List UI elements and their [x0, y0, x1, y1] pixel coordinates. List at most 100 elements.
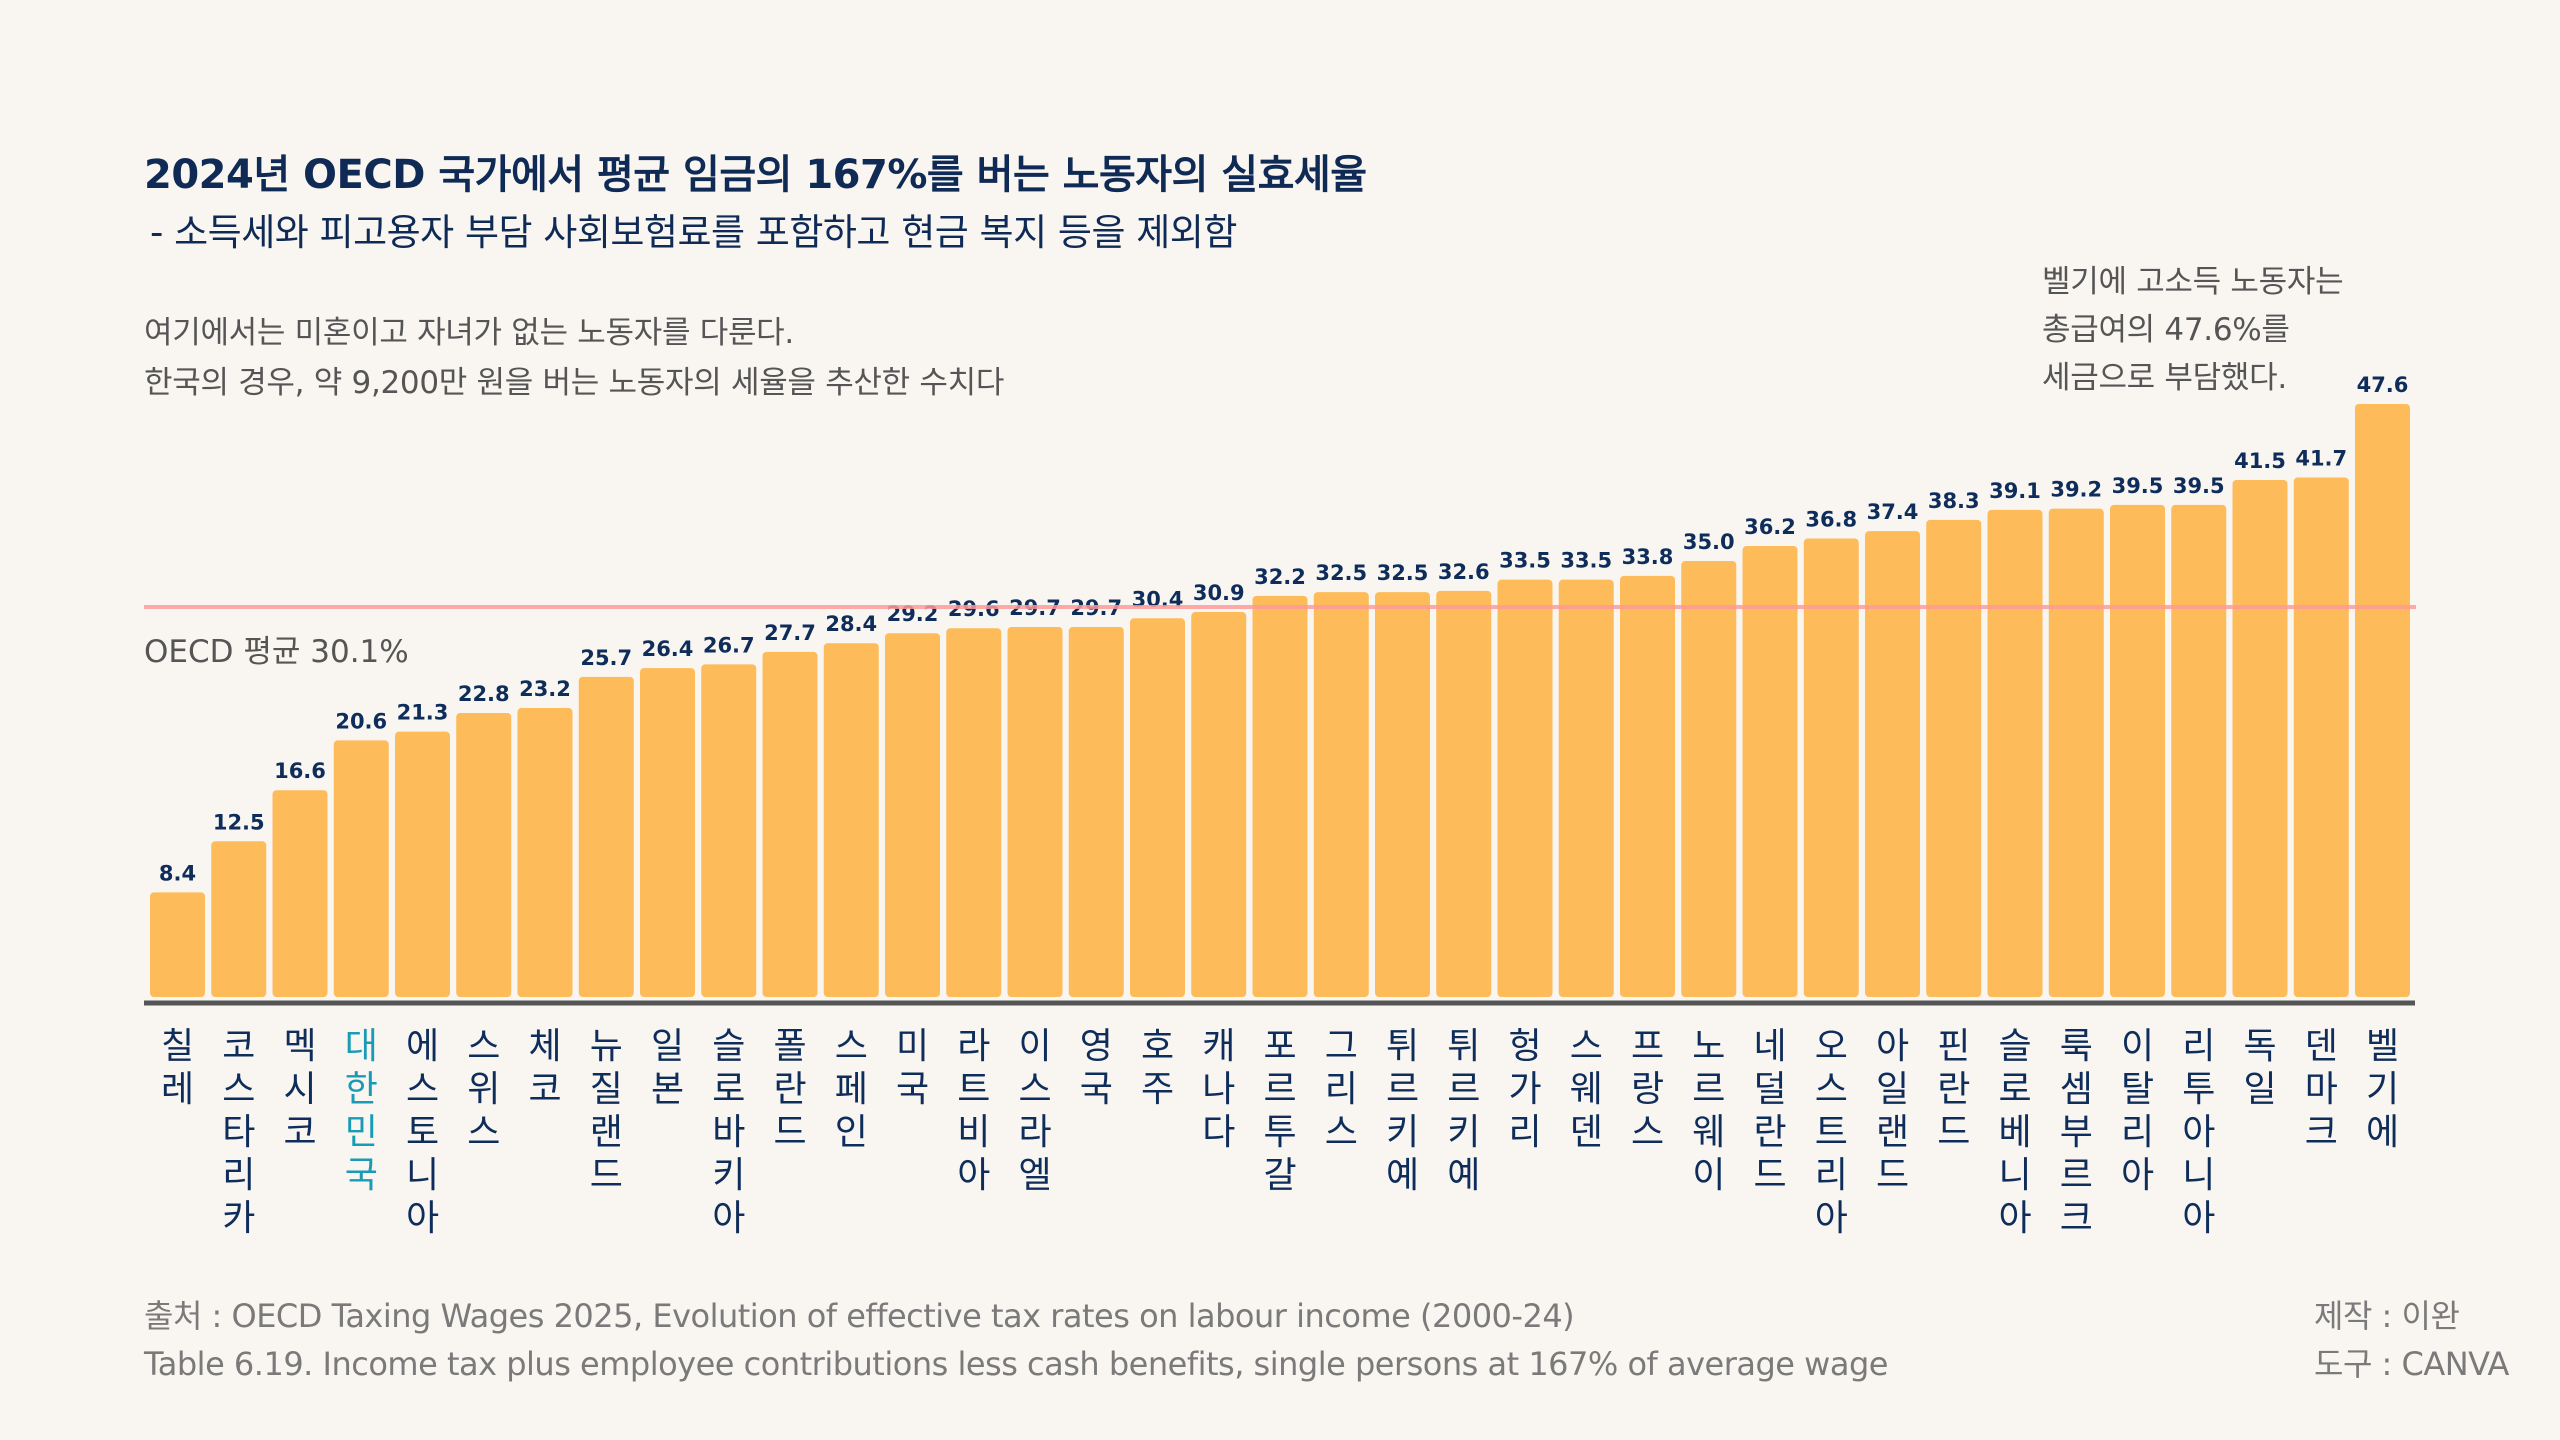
- callout-line-3: 세금으로 부담했다.: [2042, 360, 2287, 396]
- bar: [272, 790, 328, 997]
- value-label: 32.5: [1315, 561, 1367, 585]
- bar: [1926, 519, 1982, 997]
- bar: [1681, 560, 1737, 997]
- bar: [762, 651, 818, 997]
- bars-group: [150, 404, 2410, 998]
- value-label: 26.4: [642, 637, 694, 661]
- bar: [1375, 592, 1430, 997]
- bar: [1130, 618, 1185, 997]
- value-label: 39.1: [1989, 479, 2041, 503]
- bar: [1007, 626, 1063, 997]
- bar: [211, 841, 267, 997]
- bar: [1313, 592, 1369, 997]
- value-label: 41.5: [2234, 449, 2286, 473]
- credits: 제작 : 이완 도구 : CANVA: [2314, 1292, 2509, 1388]
- methodology-note: 여기에서는 미혼이고 자녀가 없는 노동자를 다룬다. 한국의 경우, 약 9,…: [144, 308, 1004, 408]
- note-line-1: 여기에서는 미혼이고 자녀가 없는 노동자를 다룬다.: [144, 315, 794, 351]
- value-label: 23.2: [519, 677, 571, 701]
- belgium-callout: 벨기에 고소득 노동자는 총급여의 47.6%를 세금으로 부담했다.: [2042, 258, 2344, 402]
- bar: [2171, 504, 2227, 997]
- bar: [885, 633, 940, 997]
- value-label: 39.5: [2173, 474, 2225, 498]
- bar: [2232, 479, 2288, 998]
- bar: [456, 712, 512, 997]
- value-label: 33.8: [1622, 545, 1674, 569]
- chart-title: 2024년 OECD 국가에서 평균 임금의 167%를 버는 노동자의 실효세…: [144, 152, 1367, 198]
- bar: [1436, 590, 1492, 997]
- bar: [640, 668, 695, 997]
- bar: [1191, 612, 1247, 997]
- value-label: 32.6: [1438, 560, 1490, 584]
- value-label: 33.5: [1499, 549, 1551, 573]
- value-label: 29.6: [948, 597, 1000, 621]
- value-label: 39.2: [2050, 478, 2102, 502]
- value-label: 22.8: [458, 682, 510, 706]
- bar: [1865, 531, 1920, 997]
- bar: [2355, 404, 2410, 997]
- bar: [395, 731, 450, 997]
- value-label: 41.7: [2295, 447, 2347, 471]
- value-labels-group: 8.4 12.5 16.6 20.6 21.3 22.8 23.2 25.7 26.4 26.7 2…: [159, 373, 2409, 885]
- bar: [1497, 579, 1553, 997]
- value-label: 28.4: [825, 612, 877, 636]
- value-label: 37.4: [1867, 500, 1919, 524]
- source-line-2: Table 6.19. Income tax plus employee con…: [144, 1345, 1888, 1383]
- source-line-1: 출처 : OECD Taxing Wages 2025, Evolution o…: [144, 1297, 1575, 1335]
- bar: [150, 892, 205, 997]
- value-label: 32.2: [1254, 565, 1306, 589]
- value-label: 35.0: [1683, 530, 1735, 554]
- bar: [701, 664, 757, 997]
- value-label: 39.5: [2112, 474, 2164, 498]
- credit-maker: 제작 : 이완: [2314, 1297, 2460, 1335]
- bar: [578, 676, 634, 997]
- value-label: 21.3: [397, 701, 449, 725]
- oecd-average-label: OECD 평균 30.1%: [144, 634, 409, 670]
- value-label: 47.6: [2357, 373, 2409, 397]
- value-label: 12.5: [213, 810, 265, 834]
- value-label: 32.5: [1377, 561, 1429, 585]
- credit-tool: 도구 : CANVA: [2314, 1345, 2509, 1383]
- note-line-2: 한국의 경우, 약 9,200만 원을 버는 노동자의 세율을 추산한 수치다: [144, 365, 1005, 401]
- value-label: 16.6: [274, 759, 326, 783]
- value-label: 8.4: [159, 861, 196, 885]
- value-label: 36.2: [1744, 515, 1796, 539]
- bar: [1987, 509, 2043, 997]
- bar: [2048, 508, 2104, 997]
- value-label: 20.6: [335, 709, 387, 733]
- chart-subtitle: - 소득세와 피고용자 부담 사회보험료를 포함하고 현금 복지 등을 제외함: [150, 211, 1237, 254]
- value-label: 33.5: [1560, 549, 1612, 573]
- bar: [1252, 595, 1308, 997]
